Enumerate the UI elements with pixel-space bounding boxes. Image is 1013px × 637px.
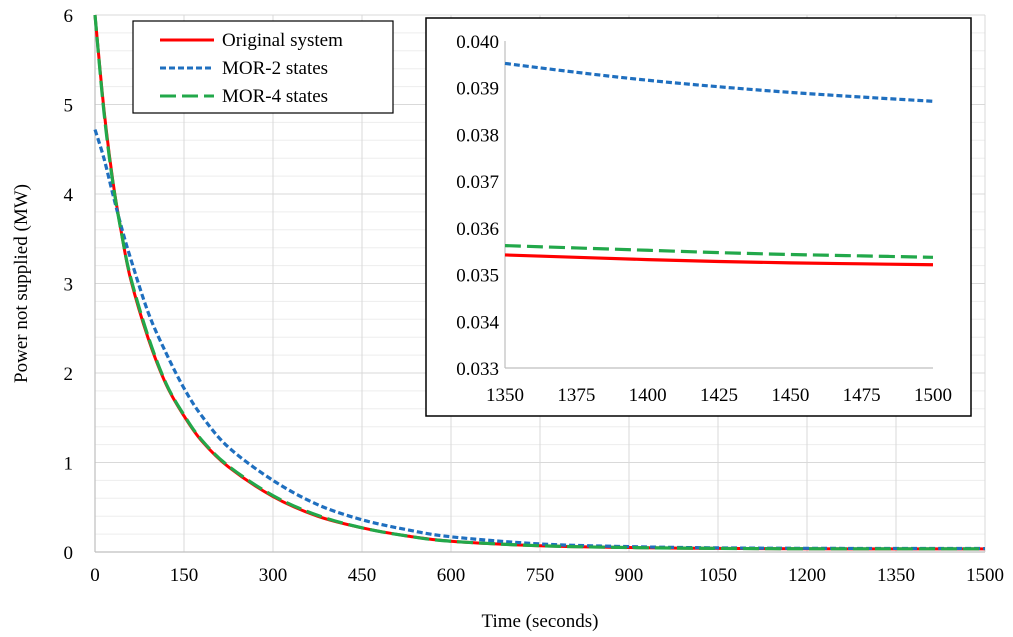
legend-box: [132, 20, 394, 114]
inset-y-tick-label: 0.035: [456, 266, 499, 287]
y-tick-label: 1: [64, 454, 74, 475]
x-tick-label: 450: [348, 565, 377, 586]
x-tick-label: 0: [90, 565, 100, 586]
y-tick-label: 2: [64, 364, 74, 385]
legend: Original system MOR-2 states MOR-4 state…: [132, 20, 394, 114]
main-series: [93, 14, 986, 551]
y-tick-label: 0: [64, 543, 74, 564]
inset-y-tick-label: 0.038: [456, 125, 499, 146]
inset-x-tick-label: 1350: [486, 385, 524, 406]
y-tick-label: 5: [64, 96, 74, 117]
inset-series-line-original-system: [504, 253, 934, 267]
x-tick-label: 1500: [966, 565, 1004, 586]
y-tick-label: 4: [64, 185, 74, 206]
series-line-mor-2-states: [93, 129, 986, 551]
x-tick-label: 150: [170, 565, 199, 586]
legend-label-original-system: Original system: [222, 30, 343, 51]
inset-series-line-mor-4-states: [504, 244, 934, 259]
inset-axes: 1350 1375 1400 1425 1450 1475 1500 0.033 0.034 0.…: [456, 32, 952, 406]
inset-x-tick-label: 1450: [771, 385, 809, 406]
legend-label-mor-2-states: MOR-2 states: [222, 58, 328, 79]
x-axis-title: Time (seconds): [482, 611, 599, 632]
inset-y-tick-label: 0.033: [456, 359, 499, 380]
inset-series: [504, 61, 934, 267]
inset-x-tick-label: 1475: [843, 385, 881, 406]
inset-y-tick-label: 0.039: [456, 79, 499, 100]
inset-y-tick-label: 0.037: [456, 172, 499, 193]
y-tick-label: 6: [64, 6, 74, 27]
main-axes: 0 150 300 450 600 750 900 1050 1200 1350 1500 0 1 2 3 4…: [64, 6, 1005, 586]
inset-y-tick-label: 0.034: [456, 312, 499, 333]
x-tick-label: 600: [437, 565, 466, 586]
legend-label-mor-4-states: MOR-4 states: [222, 86, 328, 107]
inset-y-tick-label: 0.040: [456, 32, 499, 53]
x-tick-label: 1350: [877, 565, 915, 586]
y-tick-label: 3: [64, 275, 74, 296]
inset-x-tick-label: 1400: [629, 385, 667, 406]
inset-chart: 1350 1375 1400 1425 1450 1475 1500 0.033 0.034 0.…: [425, 17, 972, 417]
x-tick-label: 900: [615, 565, 644, 586]
series-line-mor-4-states: [93, 14, 986, 551]
inset-y-tick-label: 0.036: [456, 219, 499, 240]
inset-x-tick-label: 1375: [557, 385, 595, 406]
y-axis-title: Power not supplied (MW): [11, 184, 32, 383]
inset-x-tick-label: 1500: [914, 385, 952, 406]
inset-x-tick-label: 1425: [700, 385, 738, 406]
inset-frame: [425, 17, 972, 417]
x-tick-label: 1200: [788, 565, 826, 586]
x-tick-label: 1050: [699, 565, 737, 586]
x-tick-label: 300: [259, 565, 288, 586]
x-tick-label: 750: [526, 565, 555, 586]
